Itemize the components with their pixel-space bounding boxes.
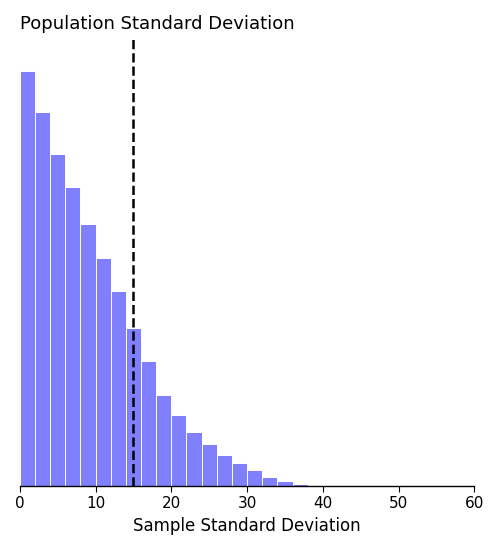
Bar	[80, 224, 96, 486]
Bar	[187, 432, 202, 486]
X-axis label: Sample Standard Deviation: Sample Standard Deviation	[133, 517, 361, 535]
Bar	[202, 444, 217, 486]
Bar	[65, 187, 80, 486]
Text: Population Standard Deviation: Population Standard Deviation	[20, 15, 294, 33]
Bar	[50, 153, 65, 486]
Bar	[96, 257, 111, 486]
Bar	[111, 291, 126, 486]
Bar	[141, 361, 156, 486]
Bar	[277, 481, 292, 486]
Bar	[20, 70, 35, 486]
Bar	[262, 477, 277, 486]
Bar	[292, 483, 308, 486]
Bar	[126, 328, 141, 486]
Bar	[217, 455, 232, 486]
Bar	[247, 470, 262, 486]
Bar	[171, 415, 187, 486]
Bar	[35, 112, 50, 486]
Bar	[232, 463, 247, 486]
Bar	[156, 395, 171, 486]
